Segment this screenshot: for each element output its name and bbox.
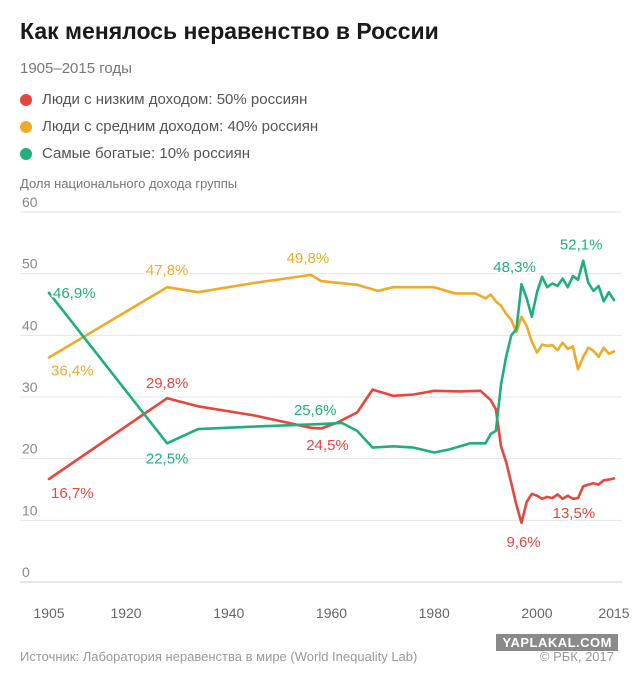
series-line-2 — [47, 259, 616, 454]
copyright: © РБК, 2017 — [539, 649, 614, 664]
legend: Люди с низким доходом: 50% россиян Люди … — [20, 86, 318, 167]
data-label: 25,6% — [294, 402, 337, 419]
series-line-1 — [47, 273, 616, 371]
data-label: 16,7% — [51, 485, 94, 502]
legend-label: Люди с низким доходом: 50% россиян — [42, 91, 308, 108]
x-tick-label: 2000 — [521, 605, 552, 621]
y-axis-label: Доля национального дохода группы — [20, 176, 238, 191]
legend-item-low-income: Люди с низким доходом: 50% россиян — [20, 86, 318, 113]
chart-subtitle: 1905–2015 годы — [20, 60, 132, 77]
x-tick-label: 2015 — [598, 605, 629, 621]
line-chart: 0 10 20 30 40 50 60 1905 1920 1940 1960 1980 2000 201… — [20, 194, 630, 621]
y-tick-label: 50 — [22, 256, 38, 272]
data-label: 49,8% — [287, 250, 330, 267]
x-tick-label: 1960 — [316, 605, 347, 621]
y-tick-label: 0 — [22, 564, 30, 580]
data-label: 47,8% — [146, 262, 189, 279]
data-label: 52,1% — [560, 237, 603, 254]
x-tick-label: 1920 — [110, 605, 141, 621]
x-tick-label: 1940 — [213, 605, 244, 621]
y-tick-label: 30 — [22, 379, 38, 395]
data-label: 24,5% — [306, 437, 349, 454]
legend-dot-icon — [20, 120, 32, 133]
x-tick-label: 1905 — [33, 605, 64, 621]
y-tick-label: 60 — [22, 194, 38, 210]
data-label: 13,5% — [553, 505, 596, 522]
source-note: Источник: Лаборатория неравенства в мире… — [20, 649, 418, 664]
y-tick-label: 40 — [22, 317, 38, 333]
legend-item-middle-income: Люди с средним доходом: 40% россиян — [20, 113, 318, 140]
chart-title: Как менялось неравенство в России — [20, 18, 439, 44]
data-label: 46,9% — [53, 285, 96, 302]
y-tick-label: 10 — [22, 502, 38, 518]
data-label: 29,8% — [146, 375, 189, 392]
data-label: 22,5% — [146, 450, 189, 467]
legend-item-richest: Самые богатые: 10% россиян — [20, 140, 318, 167]
legend-dot-icon — [20, 93, 32, 106]
data-label: 9,6% — [506, 534, 540, 551]
legend-dot-icon — [20, 147, 32, 160]
y-tick-label: 20 — [22, 441, 38, 457]
legend-label: Люди с средним доходом: 40% россиян — [42, 118, 319, 135]
data-label: 48,3% — [493, 259, 536, 276]
x-tick-label: 1980 — [419, 605, 450, 621]
legend-label: Самые богатые: 10% россиян — [42, 145, 251, 162]
series-line-0 — [47, 388, 616, 525]
watermark: YAPLAKAL.COM — [496, 634, 618, 651]
data-label: 36,4% — [51, 363, 94, 380]
